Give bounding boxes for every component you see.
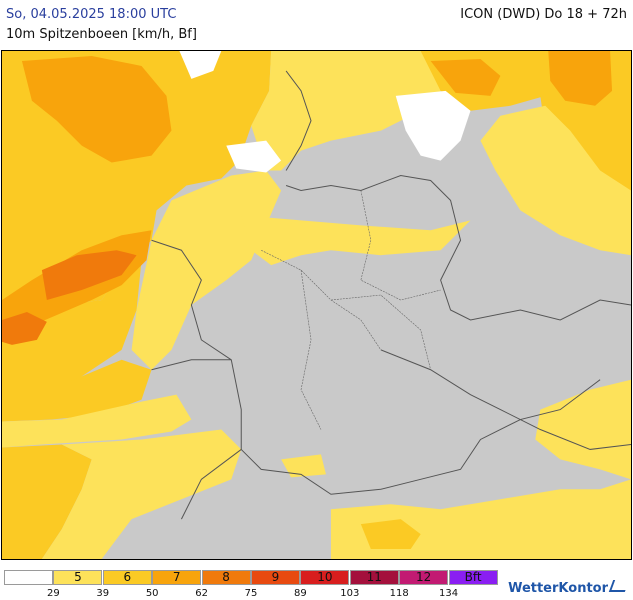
calm-zone-baltic-coast bbox=[395, 90, 471, 161]
model-run-title: ICON (DWD) Do 18 + 72h bbox=[460, 7, 627, 22]
gust-zone-bf5-east bbox=[480, 105, 631, 256]
valid-time-title: So, 04.05.2025 18:00 UTC bbox=[6, 7, 177, 22]
gust-zone-bf5-denmark bbox=[251, 51, 451, 171]
legend-class-12: 12 bbox=[399, 570, 449, 585]
brand-name: WetterKontor bbox=[508, 581, 608, 596]
legend-threshold-label: 39 bbox=[96, 588, 110, 599]
gust-zone-bf7-northeast bbox=[548, 51, 613, 106]
wetterkontor-logo-icon bbox=[608, 580, 630, 592]
legend-class-8: 8 bbox=[201, 570, 251, 585]
legend-threshold-label: 75 bbox=[244, 588, 258, 599]
legend-threshold-label: 50 bbox=[145, 588, 159, 599]
state-border-lines bbox=[261, 190, 441, 430]
wind-gust-map bbox=[1, 50, 632, 560]
gust-zone-bf5-east-strip bbox=[600, 190, 631, 251]
gust-zone-bf6-alps bbox=[360, 519, 421, 550]
legend-threshold-label: 89 bbox=[294, 588, 307, 599]
gust-zone-bf5-southeast bbox=[535, 379, 631, 480]
gust-zone-bf6-france bbox=[2, 359, 152, 422]
calm-zone-north bbox=[179, 51, 222, 79]
legend-threshold-label: 103 bbox=[340, 588, 360, 599]
gust-zone-bf5-southwest bbox=[41, 429, 242, 559]
wetterkontor-logo[interactable]: WetterKontor bbox=[508, 580, 630, 596]
calm-zone-bay bbox=[226, 140, 282, 173]
legend-class-10: 10 bbox=[300, 570, 350, 585]
gust-zone-bf5-central-band bbox=[241, 215, 471, 266]
legend-class-calm bbox=[4, 570, 53, 585]
legend-threshold-label: 29 bbox=[47, 588, 60, 599]
gust-zone-bf7-north-sea bbox=[21, 55, 172, 163]
gust-zone-bf6-southwest bbox=[2, 444, 92, 559]
gust-zone-bf8-channel bbox=[41, 250, 137, 301]
parameter-subtitle: 10m Spitzenboeen [km/h, Bf] bbox=[6, 27, 197, 42]
gust-zone-bf7-baltic-spot bbox=[430, 58, 501, 96]
gust-zone-bf6-channel bbox=[2, 260, 142, 405]
legend-threshold-label: 134 bbox=[439, 588, 459, 599]
legend-class-5: 5 bbox=[53, 570, 103, 585]
legend-threshold-label: 62 bbox=[195, 588, 208, 599]
gust-zone-bf8-brittany bbox=[2, 311, 47, 345]
legend-class-6: 6 bbox=[102, 570, 152, 585]
gust-zone-bf5-france-south bbox=[2, 394, 192, 448]
legend-class-9: 9 bbox=[251, 570, 300, 585]
legend-class-7: 7 bbox=[152, 570, 202, 585]
legend-threshold-label: 118 bbox=[389, 588, 409, 599]
legend-class-Bft: Bft bbox=[448, 570, 498, 585]
country-border-lines bbox=[151, 70, 631, 520]
legend-class-11: 11 bbox=[349, 570, 399, 585]
gust-zone-bf5-lake-constance bbox=[281, 454, 326, 478]
